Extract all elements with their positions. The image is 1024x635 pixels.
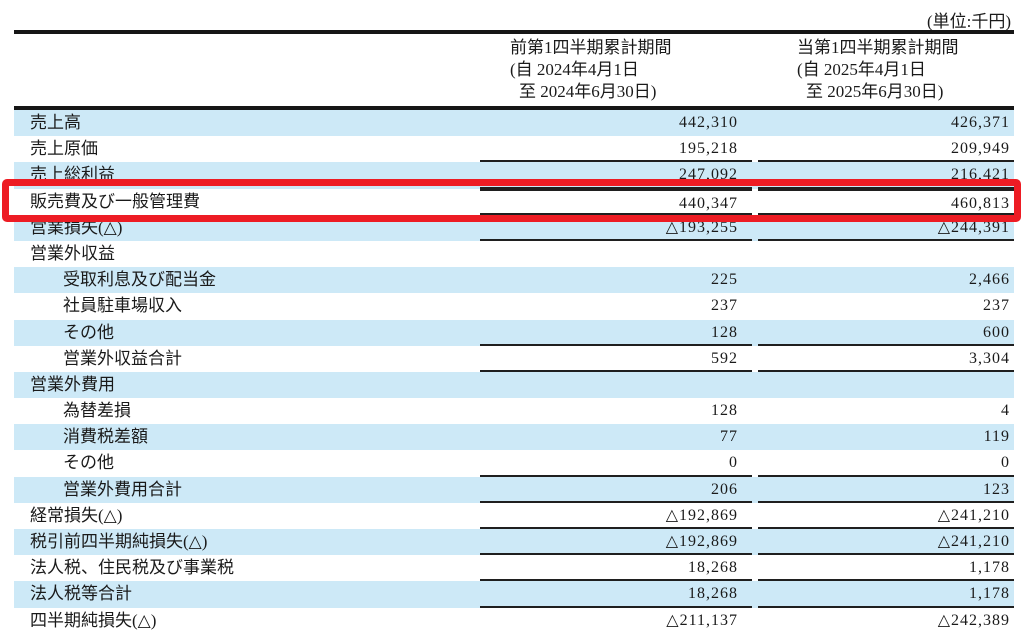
value-current-period: △241,210 <box>758 529 1014 556</box>
row-label: 法人税、住民税及び事業税 <box>30 558 234 578</box>
table-row: その他 0 0 <box>14 450 1014 477</box>
value-current-period: 237 <box>983 297 1010 315</box>
row-label: その他 <box>63 453 114 473</box>
value-current-period: △244,391 <box>758 215 1014 241</box>
column-title: 当第1四半期累計期間 <box>797 38 959 57</box>
value-current-period: 2,466 <box>969 271 1010 289</box>
value-prior-period: 0 <box>480 450 752 477</box>
value-prior-period: 18,268 <box>480 555 752 582</box>
table-row: 法人税等合計 18,268 1,178 <box>14 581 1014 608</box>
row-label: 営業外収益合計 <box>63 348 182 368</box>
value-prior-period: △211,137 <box>666 611 738 629</box>
row-label: 売上原価 <box>30 139 98 159</box>
value-current-period: 0 <box>758 450 1014 477</box>
row-label: 税引前四半期純損失(△) <box>30 532 208 551</box>
value-current-period: 3,304 <box>758 346 1014 372</box>
value-current-period: 426,371 <box>951 114 1010 131</box>
value-current-period <box>758 372 1014 398</box>
row-label: 販売費及び一般管理費 <box>30 191 200 211</box>
period-to: 至 2025年6月30日) <box>806 82 944 101</box>
value-prior-period: △192,869 <box>480 529 752 556</box>
row-label: 営業外費用合計 <box>63 479 182 499</box>
table-section-row: 営業外費用 <box>14 371 1014 399</box>
table-body: 売上高 442,310 426,371 売上原価 195,218 209,949… <box>14 110 1014 634</box>
table-row: 売上高 442,310 426,371 <box>14 110 1014 137</box>
value-prior-period <box>480 372 752 398</box>
period-from: (自 2024年4月1日 <box>510 60 639 79</box>
table-row: 消費税差額 77 119 <box>14 424 1014 451</box>
value-current-period <box>758 241 1014 267</box>
value-prior-period: 592 <box>480 346 752 372</box>
value-prior-period: 77 <box>720 428 738 446</box>
value-current-period: 209,949 <box>758 136 1014 163</box>
table-row: 四半期純損失(△) △211,137 △242,389 <box>14 608 1014 634</box>
value-prior-period: 440,347 <box>480 188 752 215</box>
row-label: 四半期純損失(△) <box>30 610 157 630</box>
value-current-period: △241,210 <box>758 503 1014 529</box>
value-current-period: 1,178 <box>758 581 1014 608</box>
row-label: 売上高 <box>30 113 81 132</box>
value-current-period: 216,421 <box>758 162 1014 189</box>
value-prior-period: 128 <box>480 320 752 346</box>
unit-label: (単位:千円) <box>926 12 1011 31</box>
value-current-period: 460,813 <box>758 188 1014 215</box>
table-row: 売上総利益 247,092 216,421 <box>14 162 1014 189</box>
period-from: (自 2025年4月1日 <box>797 60 926 79</box>
table-row: 社員駐車場収入 237 237 <box>14 293 1014 319</box>
value-prior-period: 237 <box>711 297 738 315</box>
header-bottom-rule <box>14 106 1014 110</box>
value-current-period: 123 <box>758 477 1014 503</box>
table-row-highlighted: 販売費及び一般管理費 440,347 460,813 <box>14 188 1014 215</box>
table-row: 営業損失(△) △193,255 △244,391 <box>14 214 1014 241</box>
table-row: 受取利息及び配当金 225 2,466 <box>14 267 1014 294</box>
row-label: 為替差損 <box>63 401 131 421</box>
table-row: 営業外費用合計 206 123 <box>14 476 1014 503</box>
period-to: 至 2024年6月30日) <box>519 82 657 101</box>
table-row: 為替差損 128 4 <box>14 398 1014 424</box>
column-title: 前第1四半期累計期間 <box>510 38 672 57</box>
row-label: 営業損失(△) <box>30 217 123 237</box>
row-label: 営業外収益 <box>30 243 115 263</box>
row-label: 売上総利益 <box>30 165 115 185</box>
row-label: その他 <box>63 322 114 342</box>
value-current-period: 119 <box>983 428 1010 446</box>
value-prior-period: △193,255 <box>480 215 752 241</box>
value-current-period: 600 <box>758 320 1014 346</box>
income-statement-table: 前第1四半期累計期間 (自 2024年4月1日 至 2024年6月30日) 当第… <box>14 30 1014 634</box>
table-top-rule <box>14 30 1014 34</box>
value-current-period: 4 <box>1001 402 1010 420</box>
row-label: 受取利息及び配当金 <box>63 270 216 290</box>
column-header-prior-period: 前第1四半期累計期間 (自 2024年4月1日 至 2024年6月30日) <box>510 37 672 103</box>
table-row: 売上原価 195,218 209,949 <box>14 136 1014 163</box>
row-label: 営業外費用 <box>30 374 115 394</box>
row-label: 社員駐車場収入 <box>63 296 182 316</box>
value-prior-period: 225 <box>711 271 738 289</box>
row-label: 経常損失(△) <box>30 505 123 525</box>
value-prior-period: 442,310 <box>679 114 738 131</box>
table-row: 法人税、住民税及び事業税 18,268 1,178 <box>14 555 1014 582</box>
value-prior-period: 195,218 <box>480 136 752 163</box>
value-prior-period: 128 <box>711 402 738 420</box>
value-prior-period: 18,268 <box>480 581 752 608</box>
value-prior-period: 247,092 <box>480 162 752 189</box>
column-header-current-period: 当第1四半期累計期間 (自 2025年4月1日 至 2025年6月30日) <box>797 37 959 103</box>
value-prior-period <box>480 241 752 267</box>
value-current-period: 1,178 <box>758 555 1014 582</box>
table-header: 前第1四半期累計期間 (自 2024年4月1日 至 2024年6月30日) 当第… <box>14 34 1014 106</box>
table-section-row: 営業外収益 <box>14 241 1014 267</box>
value-prior-period: 206 <box>480 477 752 503</box>
table-row: 営業外収益合計 592 3,304 <box>14 346 1014 372</box>
table-row: 経常損失(△) △192,869 △241,210 <box>14 503 1014 529</box>
table-row: 税引前四半期純損失(△) △192,869 △241,210 <box>14 529 1014 556</box>
value-current-period: △242,389 <box>937 611 1010 629</box>
table-row: その他 128 600 <box>14 319 1014 346</box>
row-label: 法人税等合計 <box>30 584 132 604</box>
row-label: 消費税差額 <box>63 427 148 447</box>
value-prior-period: △192,869 <box>480 503 752 529</box>
